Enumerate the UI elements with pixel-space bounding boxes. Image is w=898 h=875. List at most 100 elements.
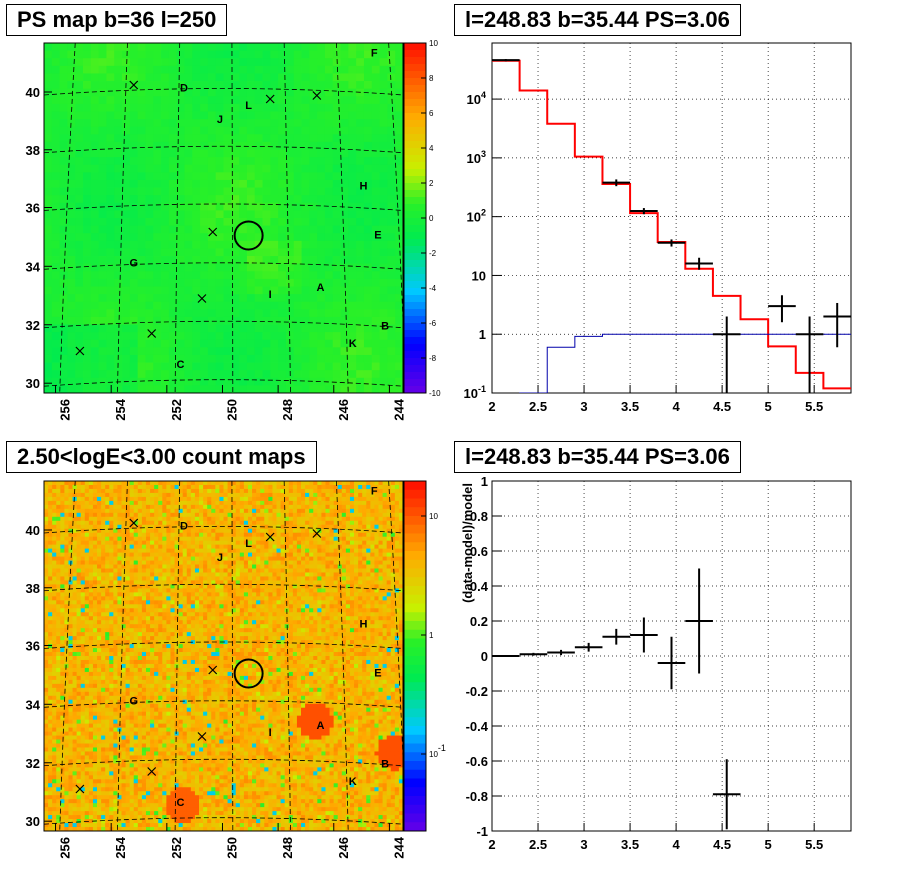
source-label-G: G: [129, 258, 138, 270]
map-x-tick-label: 246: [336, 837, 351, 859]
map-x-tick-label: 250: [224, 399, 239, 421]
source-label-I: I: [269, 289, 272, 301]
colorbar-tick-label: -10: [429, 389, 441, 398]
spectrum-panel: [491, 42, 852, 394]
source-label-J: J: [217, 114, 223, 126]
source-label-C: C: [176, 359, 184, 371]
map-x-tick-label: 250: [224, 837, 239, 859]
source-marker-x: [312, 91, 322, 100]
source-marker-x: [265, 532, 275, 542]
source-label-L: L: [245, 538, 252, 550]
source-label-K: K: [349, 776, 357, 788]
source-marker-x: [265, 94, 275, 104]
residual-y-tick-label: 0.2: [470, 614, 488, 629]
spectrum-y-tick-label: 104: [467, 90, 486, 107]
residual-y-axis-label: (data-model)/model: [460, 483, 475, 603]
residual-y-tick-label: -0.6: [466, 754, 488, 769]
map-gridline-lat: [43, 758, 404, 767]
map-gridline-lon: [335, 480, 349, 832]
colorbar-0: [403, 42, 427, 394]
source-label-C: C: [176, 797, 184, 809]
map-gridline-lon: [117, 42, 128, 394]
source-label-F: F: [371, 48, 378, 60]
residual-x-tick-label: 2.5: [529, 837, 547, 852]
map-x-tick-label: 244: [391, 836, 406, 858]
spectrum-y-tick-label: 10: [472, 268, 486, 283]
map-x-tick-label: 254: [113, 836, 128, 858]
source-marker-x: [147, 767, 157, 776]
map-x-tick-label: 252: [169, 399, 184, 421]
map-y-tick-label: 40: [26, 85, 40, 100]
map-y-tick-label: 40: [26, 523, 40, 538]
source-label-H: H: [360, 181, 368, 193]
spectrum-x-tick-label: 2: [488, 399, 495, 414]
residual-y-tick-label: -1: [476, 824, 488, 839]
spectrum-y-tick-label: 103: [467, 149, 486, 166]
map-gridline-lat: [43, 379, 404, 387]
source-marker-x: [147, 329, 157, 338]
spectrum-y-tick-label: 102: [467, 208, 486, 225]
map-panel-2: [43, 480, 407, 832]
source-label-F: F: [371, 486, 378, 498]
map-gridline-lat: [43, 700, 404, 708]
colorbar-tick-label: 0: [429, 214, 434, 223]
map-frame: [43, 42, 404, 394]
source-label-D: D: [180, 83, 188, 95]
colorbar-2: [403, 480, 427, 832]
map-x-tick-label: 244: [391, 398, 406, 420]
source-marker-x: [197, 294, 207, 303]
spectrum-y-tick-label: 1: [479, 327, 486, 342]
source-label-J: J: [217, 552, 223, 564]
map-x-tick-label: 246: [336, 399, 351, 421]
residual-x-tick-label: 3.5: [621, 837, 639, 852]
spectrum-x-tick-label: 5.5: [805, 399, 823, 414]
source-marker-x: [208, 665, 218, 675]
residual-y-tick-label: 1: [481, 474, 488, 489]
source-marker-x: [312, 529, 322, 538]
spectrum-x-tick-label: 3: [580, 399, 587, 414]
source-label-E: E: [374, 668, 381, 680]
residual-y-tick-label: 0: [481, 649, 488, 664]
source-label-B: B: [381, 759, 389, 771]
map-gridline-lat: [43, 88, 404, 96]
map-y-tick-label: 38: [26, 143, 40, 158]
spectrum-title: l=248.83 b=35.44 PS=3.06: [454, 4, 741, 36]
map-gridline-lat: [43, 583, 404, 592]
residual-y-tick-label: 0.4: [470, 579, 489, 594]
model-source-line: [519, 333, 851, 393]
map-frame: [43, 480, 404, 832]
map-x-tick-label: 256: [58, 837, 73, 859]
source-label-D: D: [180, 521, 188, 533]
residual-title: l=248.83 b=35.44 PS=3.06: [454, 441, 741, 473]
map-gridline-lat: [43, 320, 404, 329]
map-gridline-lon: [59, 42, 76, 394]
source-label-I: I: [269, 727, 272, 739]
residual-y-tick-label: 0.8: [470, 509, 488, 524]
spectrum-x-tick-label: 2.5: [529, 399, 547, 414]
source-marker-x: [208, 227, 218, 237]
map-gridline-lon: [335, 42, 349, 394]
source-label-H: H: [360, 619, 368, 631]
colorbar-tick-label: -2: [429, 249, 437, 258]
source-label-A: A: [316, 720, 324, 732]
colorbar-tick-label: 2: [429, 179, 434, 188]
spectrum-x-tick-label: 3.5: [621, 399, 639, 414]
map-x-tick-label: 256: [58, 399, 73, 421]
spectrum-y-tick-label: 10-1: [464, 384, 486, 401]
map-y-tick-label: 36: [26, 201, 40, 216]
colorbar-tick-label: 4: [429, 144, 434, 153]
map-gridline-lat: [43, 526, 404, 534]
map-x-tick-label: 254: [113, 398, 128, 420]
count-map-title: 2.50<logE<3.00 count maps: [6, 441, 317, 473]
colorbar-tick-label: -8: [429, 354, 437, 363]
map-y-tick-label: 38: [26, 581, 40, 596]
colorbar-tick-label: 1: [429, 631, 434, 640]
map-y-tick-label: 32: [26, 318, 40, 333]
residual-y-tick-label: -0.8: [466, 789, 488, 804]
map-gridline-lat: [43, 817, 404, 825]
spectrum-x-tick-label: 4: [672, 399, 680, 414]
source-marker-x: [129, 518, 139, 528]
map-gridline-lat: [43, 203, 404, 211]
map-y-tick-label: 32: [26, 756, 40, 771]
